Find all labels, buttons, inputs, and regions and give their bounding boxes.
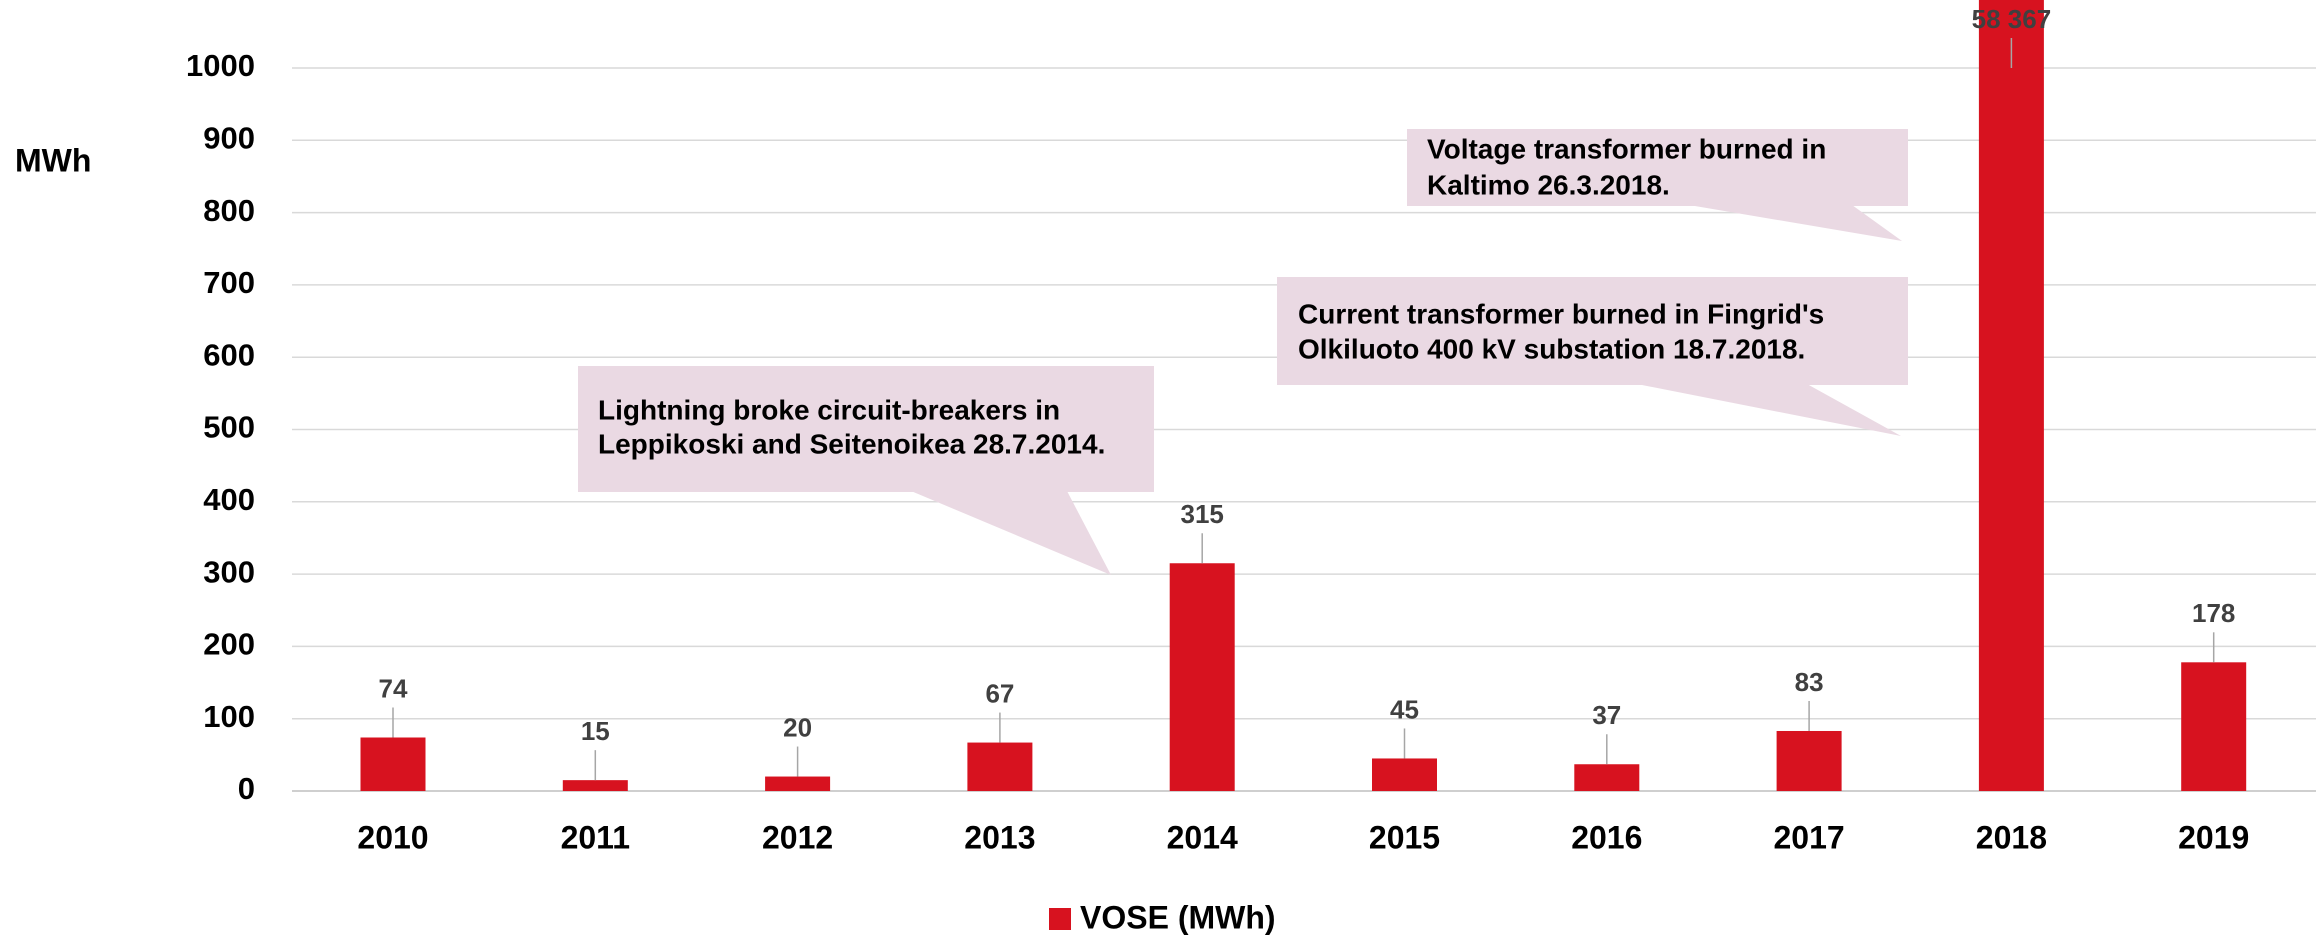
bar [765,776,831,791]
x-tick-label: 2010 [357,819,428,855]
x-tick-label: 2016 [1571,819,1642,855]
y-tick-label: 100 [203,699,255,734]
y-tick-label: 400 [203,482,255,517]
annotation-text: Kaltimo 26.3.2018. [1427,169,1670,200]
data-label: 83 [1795,667,1824,697]
y-axis-label: MWh [15,142,91,178]
callout-box [578,366,1154,492]
legend-label: VOSE (MWh) [1080,899,1276,935]
y-tick-label: 1000 [186,48,255,83]
data-label: 15 [581,716,610,746]
data-label: 67 [985,678,1014,708]
data-label: 74 [379,673,408,703]
bar [1776,730,1842,791]
callout-box [1407,129,1908,206]
y-tick-label: 700 [203,265,255,300]
callout-pointer [911,491,1111,575]
data-label: 178 [2192,598,2235,628]
y-tick-label: 900 [203,120,255,155]
data-label: 315 [1181,499,1224,529]
x-tick-label: 2012 [762,819,833,855]
bar [1574,764,1640,791]
annotation-text: Lightning broke circuit-breakers in [598,394,1060,425]
bar [562,780,628,791]
x-tick-label: 2019 [2178,819,2249,855]
x-tick-label: 2011 [561,819,630,855]
bar [1372,758,1437,791]
annotation-text: Current transformer burned in Fingrid's [1298,298,1824,329]
bar [360,737,426,791]
x-tick-label: 2015 [1369,819,1440,855]
x-tick-label: 2017 [1774,819,1845,855]
x-tick-label: 2013 [964,819,1035,855]
data-label: 37 [1592,700,1621,730]
annotation-text: Leppikoski and Seitenoikea 28.7.2014. [598,428,1105,459]
bar [1978,0,2044,791]
data-label: 45 [1390,694,1419,724]
callout-pointer [1689,205,1902,241]
y-tick-label: 200 [203,627,255,662]
data-label: 20 [783,712,812,742]
x-tick-label: 2014 [1167,819,1238,855]
y-tick-label: 0 [238,771,255,806]
bar [2181,662,2247,791]
data-label: 58 367 [1972,4,2052,34]
bar [1169,563,1235,791]
y-tick-label: 500 [203,410,255,445]
y-tick-label: 600 [203,337,255,372]
legend-swatch [1049,908,1071,930]
annotation-text: Voltage transformer burned in [1427,133,1826,164]
y-tick-label: 300 [203,554,255,589]
bars [360,0,2247,791]
callout-box [1277,277,1908,385]
callout-pointer [1637,384,1901,436]
x-tick-label: 2018 [1976,819,2047,855]
y-tick-label: 800 [203,193,255,228]
annotation-text: Olkiluoto 400 kV substation 18.7.2018. [1298,333,1805,364]
bar [967,742,1033,791]
